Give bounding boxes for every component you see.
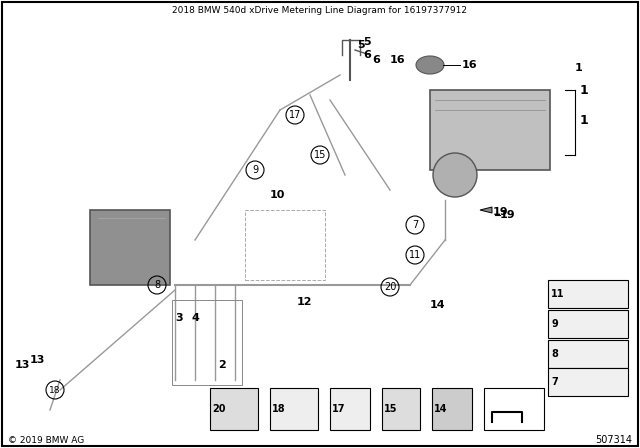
Bar [245,210,325,280]
Text: 9: 9 [252,165,258,175]
Text: 507314: 507314 [595,435,632,445]
Text: 17: 17 [332,404,346,414]
Bar [172,300,242,385]
Text: 7: 7 [551,377,557,387]
Bar [548,280,628,308]
Bar [382,388,420,430]
Bar [548,310,628,338]
Text: 10: 10 [270,190,285,200]
Bar [432,388,472,430]
Text: 11: 11 [409,250,421,260]
Text: 20: 20 [212,404,225,414]
Text: 5: 5 [363,37,371,47]
Text: 16: 16 [462,60,477,70]
Bar [210,388,258,430]
Bar [548,340,628,368]
Text: 16: 16 [390,55,406,65]
Polygon shape [480,207,492,213]
Text: 3: 3 [175,313,182,323]
Text: 13: 13 [30,355,45,365]
Text: 2: 2 [218,360,226,370]
Text: 1: 1 [575,63,583,73]
Bar [548,368,628,396]
Text: 7: 7 [412,220,418,230]
Bar [90,210,170,285]
Text: 20: 20 [384,282,396,292]
Text: 12: 12 [297,297,312,307]
Text: 15: 15 [384,404,397,414]
Circle shape [433,153,477,197]
Text: © 2019 BMW AG: © 2019 BMW AG [8,435,84,444]
Text: 4: 4 [192,313,200,323]
Text: 17: 17 [289,110,301,120]
Text: 14: 14 [434,404,447,414]
Text: 8: 8 [154,280,160,290]
Text: 5: 5 [357,40,365,50]
Text: 8: 8 [551,349,558,359]
Text: 13: 13 [15,360,30,370]
Text: 2018 BMW 540d xDrive Metering Line Diagram for 16197377912: 2018 BMW 540d xDrive Metering Line Diagr… [173,5,467,14]
Text: 6: 6 [372,55,380,65]
Text: 19: 19 [500,210,516,220]
Text: 18: 18 [49,385,61,395]
Text: 18: 18 [272,404,285,414]
Text: 6: 6 [363,50,371,60]
Text: 9: 9 [551,319,557,329]
Bar [330,388,370,430]
Text: 1: 1 [580,113,589,126]
Ellipse shape [416,56,444,74]
Text: 19: 19 [493,207,509,217]
Text: 15: 15 [314,150,326,160]
Text: 14: 14 [430,300,445,310]
Text: 11: 11 [551,289,564,299]
Text: 1: 1 [580,83,589,96]
Bar [484,388,544,430]
Bar [270,388,318,430]
Bar [430,90,550,170]
